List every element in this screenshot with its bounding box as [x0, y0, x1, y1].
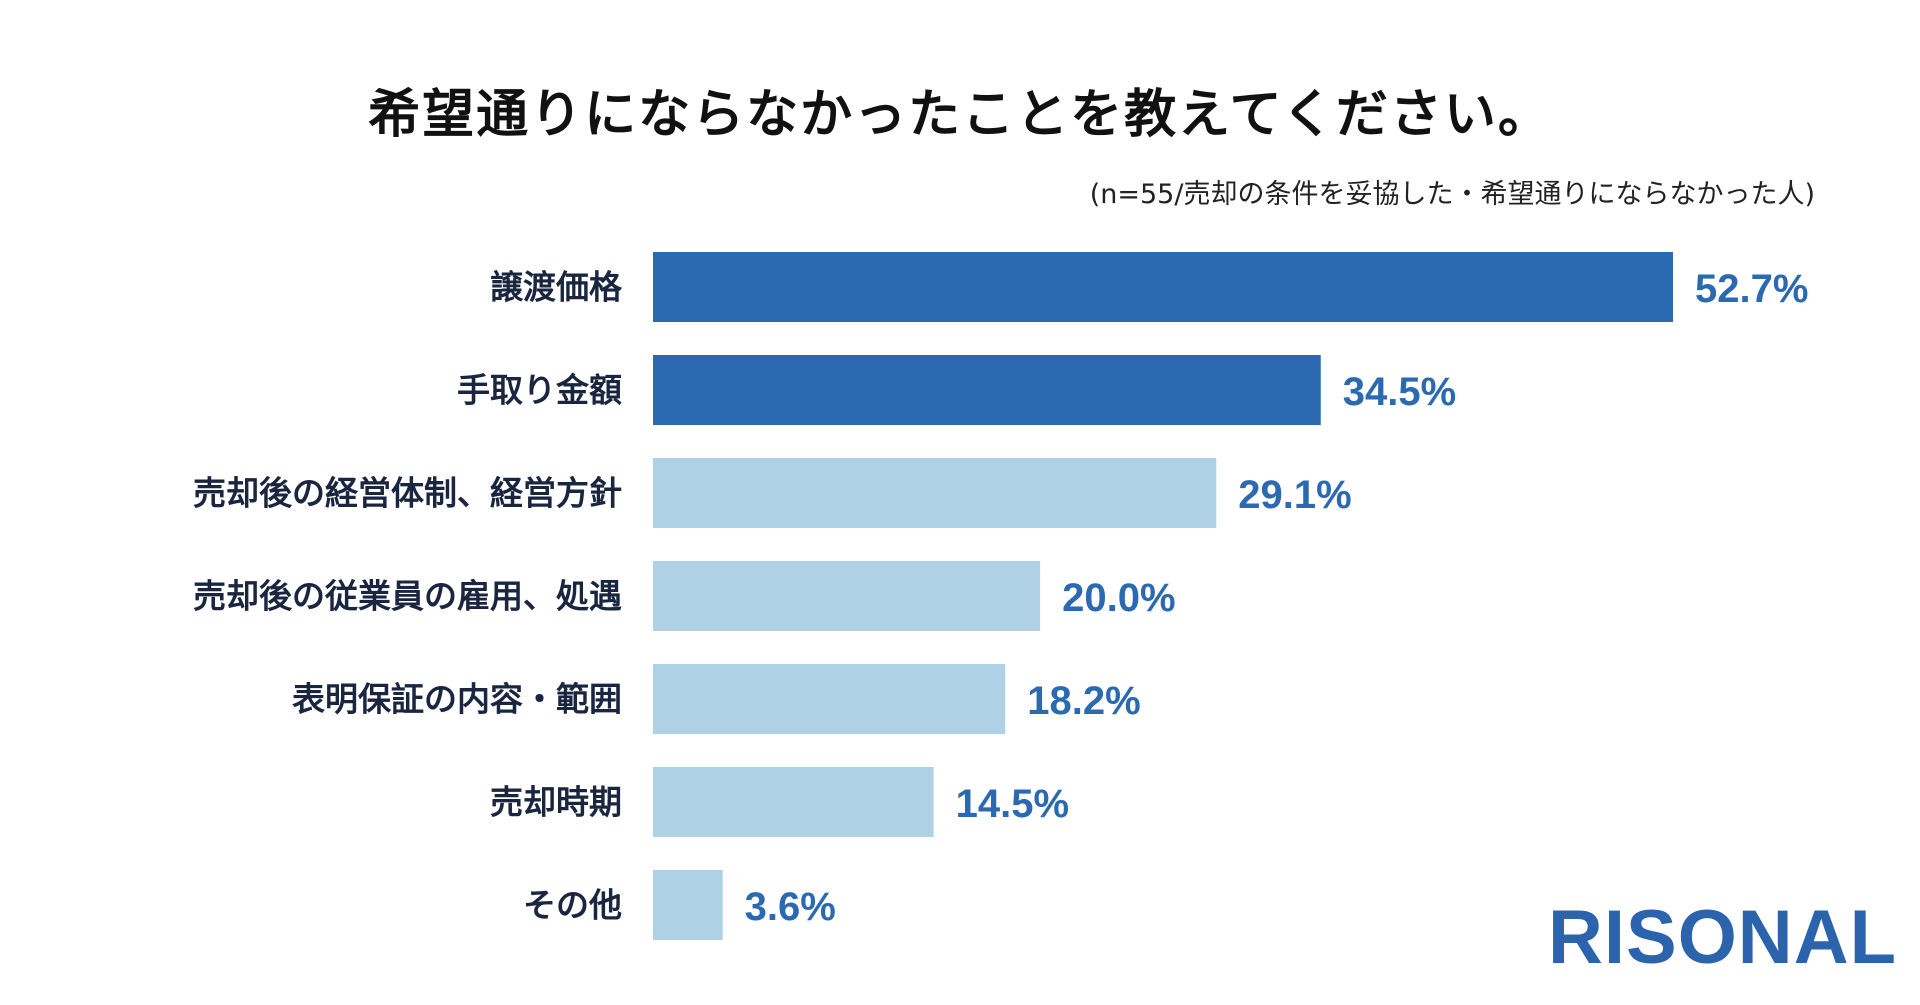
category-label-5: 表明保証の内容・範囲	[292, 680, 622, 719]
bar-7	[653, 870, 723, 940]
value-label-6: 14.5%	[956, 782, 1069, 826]
risonal-logo: RISONAL	[1548, 895, 1897, 980]
category-label-3: 売却後の経営体制、経営方針	[193, 474, 622, 513]
category-label-6: 売却時期	[490, 783, 622, 822]
value-label-3: 29.1%	[1238, 473, 1351, 517]
category-label-7: その他	[523, 886, 622, 925]
value-label-2: 34.5%	[1343, 370, 1456, 414]
bar-5	[653, 664, 1006, 734]
bar-4	[653, 561, 1041, 631]
category-label-1: 譲渡価格	[490, 268, 623, 307]
value-label-7: 3.6%	[745, 885, 836, 929]
bar-6	[653, 767, 934, 837]
bar-1	[653, 252, 1673, 322]
value-label-1: 52.7%	[1695, 267, 1808, 311]
value-label-4: 20.0%	[1062, 576, 1175, 620]
bar-2	[653, 355, 1321, 425]
category-label-4: 売却後の従業員の雇用、処遇	[193, 577, 622, 616]
chart-subtitle: (n=55/売却の条件を妥協した・希望通りにならなかった人)	[1089, 179, 1815, 210]
bar-3	[653, 458, 1217, 528]
category-label-2: 手取り金額	[457, 371, 622, 410]
chart-title: 希望通りにならなかったことを教えてください。	[368, 85, 1552, 145]
value-label-5: 18.2%	[1027, 679, 1140, 723]
